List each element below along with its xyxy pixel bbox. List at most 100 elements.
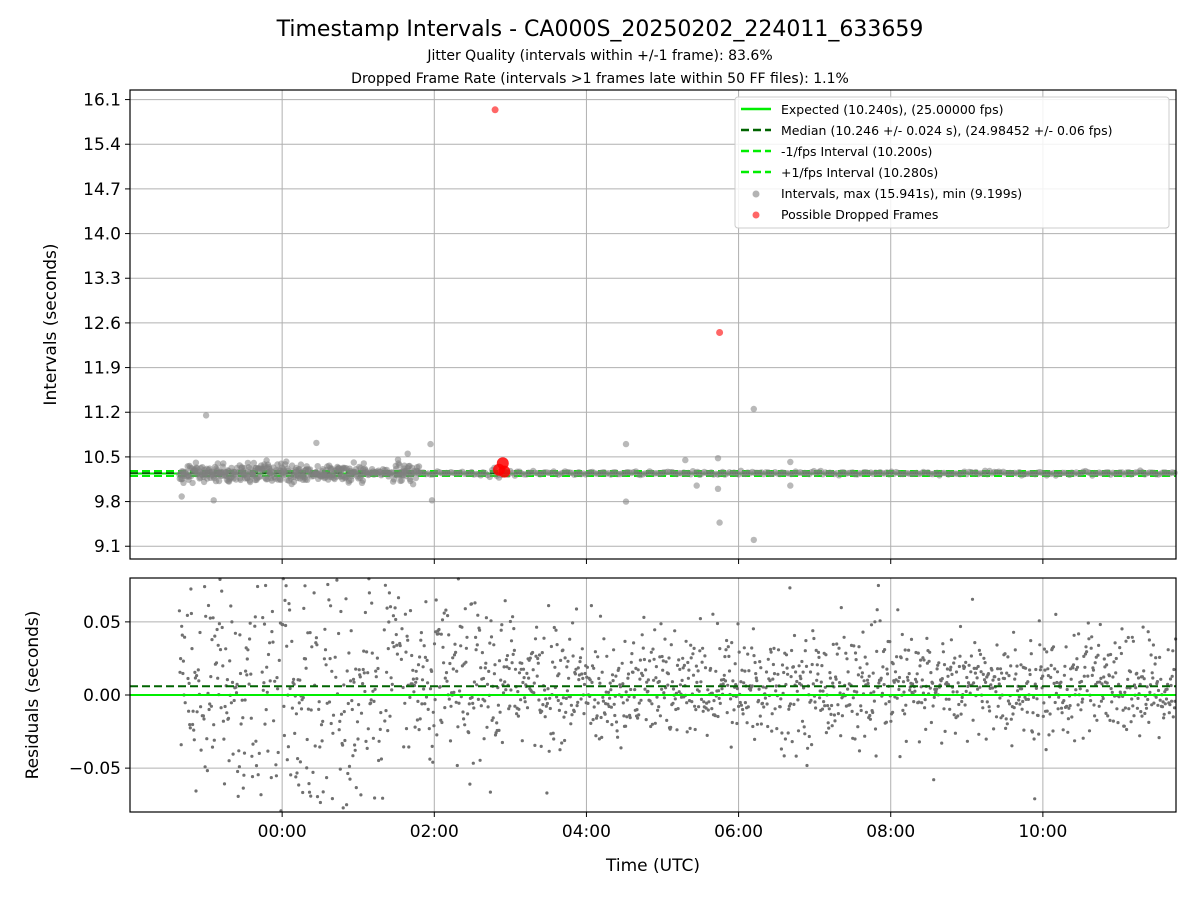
residual-point-390 — [430, 669, 434, 674]
residual-point-1439 — [1028, 672, 1032, 677]
residual-point-146 — [273, 679, 277, 683]
residual-point-664 — [586, 701, 590, 706]
interval-point-367 — [398, 477, 405, 484]
residual-point-776 — [650, 702, 654, 706]
residual-point-939 — [743, 669, 747, 673]
residual-point-674 — [592, 666, 596, 670]
residual-point-262 — [348, 777, 352, 781]
residual-point-682 — [596, 701, 600, 705]
residual-point-1480 — [1051, 645, 1056, 649]
residual-point-854 — [694, 664, 699, 668]
residual-point-348 — [404, 727, 409, 731]
residual-point-972 — [762, 705, 766, 709]
residual-point-261 — [347, 764, 352, 769]
residual-point-365 — [415, 677, 419, 681]
residual-point-1284 — [940, 741, 944, 745]
residual-point-708 — [611, 679, 615, 683]
residual-point-313 — [379, 757, 383, 761]
residual-point-1519 — [1074, 688, 1078, 692]
residual-point-1075 — [820, 707, 825, 711]
residual-point-690 — [601, 695, 605, 699]
residual-point-408 — [440, 720, 444, 725]
residual-point-1176 — [878, 619, 882, 623]
residual-point-991 — [772, 672, 777, 676]
residual-point-715 — [615, 729, 619, 733]
residual-point-663 — [585, 665, 590, 669]
residual-point-288 — [364, 739, 368, 744]
residual-point-383 — [425, 658, 429, 663]
residual-point-1029 — [794, 754, 798, 758]
residual-point-1138 — [856, 673, 861, 677]
residual-point-1691 — [1172, 667, 1176, 672]
residual-point-381 — [424, 600, 428, 604]
legend-plus-fps: +1/fps Interval (10.280s) — [781, 165, 938, 180]
residual-point-769 — [646, 689, 650, 693]
residual-point-482 — [482, 737, 486, 741]
residual-point-1652 — [1150, 703, 1154, 707]
residual-point-543 — [517, 707, 521, 711]
residual-point-135 — [265, 665, 269, 669]
residual-point-970 — [760, 701, 765, 705]
residual-point-124 — [256, 773, 260, 777]
residual-point-1475 — [1049, 675, 1053, 680]
residual-point-85 — [230, 680, 235, 685]
residual-point-1387 — [998, 667, 1003, 671]
residual-point-208 — [312, 591, 316, 595]
legend-expected: Expected (10.240s), (25.00000 fps) — [781, 102, 1003, 117]
residual-point-296 — [369, 701, 373, 705]
residual-point-76 — [225, 678, 229, 682]
residual-point-1358 — [982, 656, 986, 660]
residual-point-1070 — [818, 696, 822, 700]
residual-point-1336 — [969, 654, 974, 658]
residual-point-744 — [632, 641, 636, 645]
residual-point-142 — [270, 630, 274, 634]
residual-point-352 — [407, 745, 411, 749]
residual-point-362 — [413, 725, 417, 729]
residual-point-869 — [703, 654, 707, 658]
residual-point-1150 — [863, 655, 867, 659]
interval-point-132 — [250, 459, 257, 467]
residual-point-967 — [759, 666, 763, 670]
residual-point-14 — [187, 681, 191, 686]
residual-point-15 — [188, 723, 192, 727]
residual-point-1359 — [982, 678, 987, 682]
residual-point-653 — [580, 672, 584, 676]
residual-point-752 — [636, 668, 640, 672]
residual-point-1295 — [946, 674, 950, 678]
intervals-y-tick-label-10: 16.1 — [83, 91, 121, 111]
residual-point-414 — [443, 676, 447, 680]
residual-point-1502 — [1064, 645, 1068, 649]
residual-point-1090 — [829, 712, 833, 717]
residual-point-978 — [765, 702, 769, 706]
residual-point-777 — [650, 722, 655, 726]
residual-point-1241 — [915, 672, 919, 676]
residual-point-144 — [271, 640, 275, 644]
residual-point-402 — [436, 632, 441, 636]
residual-point-1415 — [1014, 701, 1019, 706]
residual-point-1455 — [1037, 619, 1041, 623]
intervals-y-label: Intervals (seconds) — [41, 243, 61, 405]
residual-point-1298 — [948, 707, 952, 711]
residual-point-49 — [209, 704, 213, 708]
residual-point-959 — [754, 676, 758, 680]
residual-point-657 — [582, 712, 586, 716]
residual-point-1591 — [1115, 707, 1119, 711]
residual-point-733 — [625, 698, 629, 702]
residual-point-104 — [242, 751, 247, 755]
residual-point-846 — [690, 700, 694, 704]
residual-point-232 — [328, 657, 332, 661]
residual-point-1481 — [1052, 681, 1056, 686]
residual-point-1340 — [972, 681, 976, 685]
residual-point-80 — [228, 659, 232, 663]
residual-point-1372 — [990, 668, 994, 672]
residual-point-305 — [374, 669, 378, 673]
residual-point-929 — [737, 650, 741, 654]
residual-point-1207 — [896, 608, 900, 612]
residual-point-1458 — [1039, 665, 1043, 669]
residual-point-952 — [750, 684, 754, 688]
intervals-frame — [129, 89, 1177, 560]
residual-point-931 — [738, 700, 742, 705]
residual-point-1545 — [1089, 699, 1093, 703]
interval-point-225 — [304, 476, 311, 483]
